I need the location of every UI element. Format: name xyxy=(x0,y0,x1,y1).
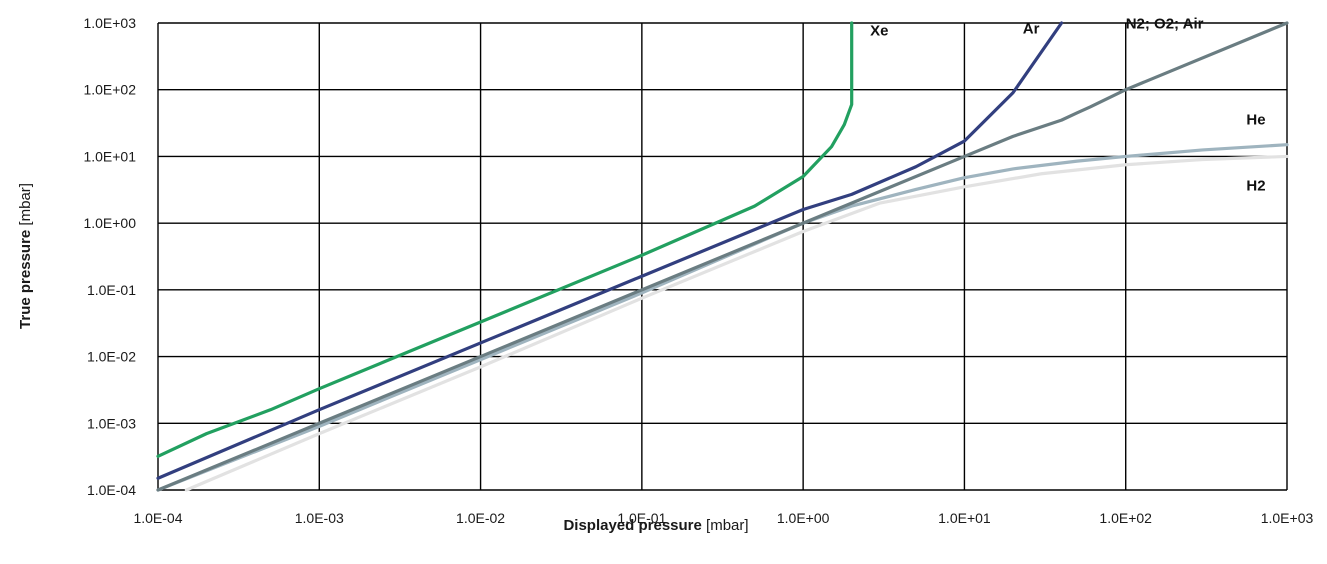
x-tick-label-6: 1.0E+02 xyxy=(1099,510,1152,526)
y-axis-title: True pressure [mbar] xyxy=(17,183,34,329)
series-line-h2 xyxy=(184,154,1289,492)
series-label-xe: Xe xyxy=(870,22,888,39)
series-labels: Xe Ar N2; O2; Air He H2 xyxy=(870,16,1266,195)
x-tick-label-1: 1.0E-03 xyxy=(295,510,344,526)
x-axis-title-main: Displayed pressure xyxy=(563,517,701,534)
x-tick-label-3: 1.0E-01 xyxy=(617,510,666,526)
x-axis-title: Displayed pressure [mbar] xyxy=(563,517,748,534)
series-label-he: He xyxy=(1246,112,1265,129)
series-label-ar: Ar xyxy=(1023,20,1040,37)
y-tick-label-3: 1.0E-01 xyxy=(87,282,136,298)
series-line-he xyxy=(156,143,1289,492)
x-tick-label-2: 1.0E-02 xyxy=(456,510,505,526)
series-lines xyxy=(156,21,1289,492)
y-tick-label-0: 1.0E-04 xyxy=(87,482,136,498)
x-axis-tick-labels: 1.0E-04 1.0E-03 1.0E-02 1.0E-01 1.0E+00 1.0E+… xyxy=(133,510,1313,526)
y-tick-label-4: 1.0E+00 xyxy=(83,215,136,231)
grid-lines xyxy=(157,22,1288,491)
series-label-n2-o2-air: N2; O2; Air xyxy=(1126,16,1204,33)
x-tick-label-5: 1.0E+01 xyxy=(938,510,991,526)
y-axis-title-unit: [mbar] xyxy=(17,183,34,226)
y-tick-label-1: 1.0E-03 xyxy=(87,415,136,431)
series-line-ar xyxy=(156,21,1064,480)
series-line-n2-o2-air xyxy=(156,21,1289,492)
x-tick-label-0: 1.0E-04 xyxy=(133,510,182,526)
y-tick-label-5: 1.0E+01 xyxy=(83,148,136,164)
series-label-h2: H2 xyxy=(1246,177,1265,194)
y-axis-tick-labels: 1.0E-04 1.0E-03 1.0E-02 1.0E-01 1.0E+00 1.0E+… xyxy=(83,15,136,498)
y-tick-label-2: 1.0E-02 xyxy=(87,349,136,365)
x-tick-label-7: 1.0E+03 xyxy=(1261,510,1314,526)
x-axis-title-unit: [mbar] xyxy=(706,517,749,534)
y-tick-label-7: 1.0E+03 xyxy=(83,15,136,31)
series-line-xe xyxy=(156,21,854,458)
y-tick-label-6: 1.0E+02 xyxy=(83,82,136,98)
y-axis-title-main: True pressure xyxy=(17,230,34,329)
x-tick-label-4: 1.0E+00 xyxy=(777,510,830,526)
